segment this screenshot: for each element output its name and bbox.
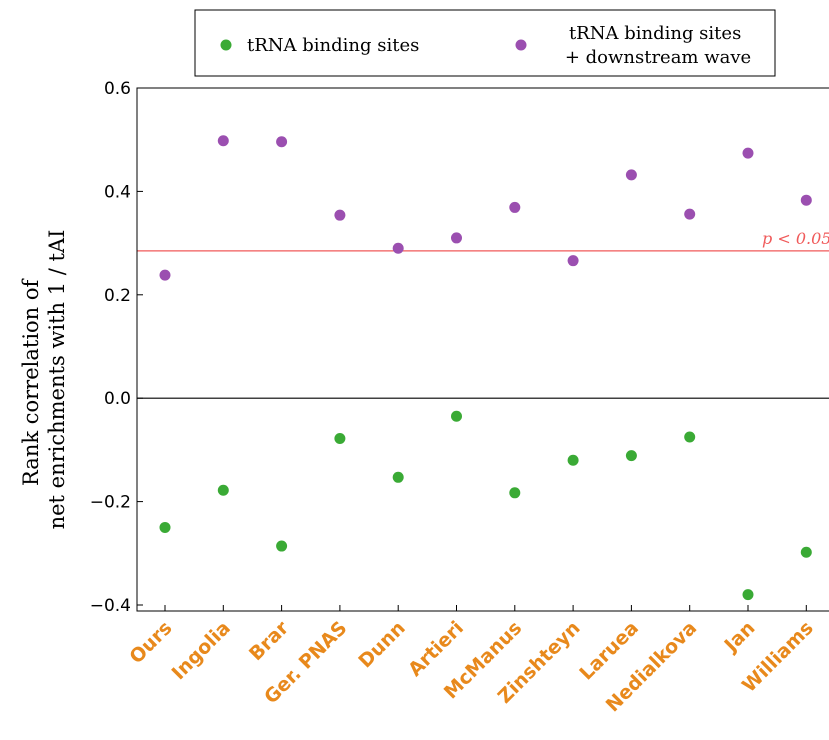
point-trna-binding bbox=[217, 484, 229, 496]
y-tick-label: 0.2 bbox=[104, 286, 131, 306]
significance-annotation: p < 0.05 bbox=[762, 229, 829, 248]
y-tick-label: −0.4 bbox=[90, 596, 131, 616]
x-tick-label: Ingolia bbox=[168, 617, 235, 684]
x-tick-label: Jan bbox=[719, 617, 760, 658]
point-trna-binding bbox=[567, 454, 579, 466]
point-trna-wave bbox=[684, 208, 696, 220]
x-tick-label: Ours bbox=[125, 617, 176, 668]
point-trna-binding bbox=[334, 433, 346, 445]
point-trna-binding bbox=[392, 471, 404, 483]
x-tick-label: Brar bbox=[245, 617, 294, 666]
point-trna-wave bbox=[742, 147, 754, 159]
legend-marker-green bbox=[220, 39, 232, 51]
y-tick-label: −0.2 bbox=[90, 493, 131, 513]
legend-label-tRNA-wave: tRNA binding sites + downstream wave bbox=[565, 23, 751, 68]
point-trna-wave bbox=[392, 242, 404, 254]
y-axis-label-line-1: Rank correlation of bbox=[19, 277, 43, 486]
plot-frame bbox=[136, 87, 829, 612]
y-axis-label-line-2: net enrichments with 1 / tAI bbox=[45, 230, 69, 530]
point-trna-binding bbox=[742, 589, 754, 601]
point-trna-wave bbox=[509, 201, 521, 213]
x-tick-label: Dunn bbox=[354, 617, 409, 672]
point-trna-binding bbox=[451, 410, 462, 422]
y-axis-ticks: −0.4 −0.2 0.0 0.2 0.4 0.6 bbox=[90, 79, 143, 616]
point-trna-wave bbox=[159, 269, 171, 281]
point-trna-binding bbox=[684, 431, 696, 443]
point-trna-wave bbox=[334, 209, 346, 221]
legend-label-tRNA-wave-line-2: + downstream wave bbox=[565, 47, 751, 68]
point-trna-binding bbox=[800, 546, 812, 558]
legend-label-tRNA: tRNA binding sites bbox=[247, 35, 419, 56]
y-tick-label: 0.6 bbox=[104, 79, 131, 99]
y-tick-label: 0.4 bbox=[104, 182, 131, 202]
data-points bbox=[159, 135, 812, 601]
y-tick-label: 0.0 bbox=[104, 389, 131, 409]
point-trna-wave bbox=[625, 169, 637, 181]
reference-lines bbox=[137, 250, 829, 399]
point-trna-binding bbox=[276, 540, 288, 552]
y-axis-label: Rank correlation of net enrichments with… bbox=[19, 230, 69, 530]
legend-box bbox=[194, 9, 776, 77]
point-trna-wave bbox=[276, 136, 288, 148]
point-trna-wave bbox=[217, 135, 229, 147]
legend-label-tRNA-wave-line-1: tRNA binding sites bbox=[569, 23, 741, 44]
point-trna-binding bbox=[159, 521, 171, 533]
point-trna-binding bbox=[509, 487, 521, 499]
legend: tRNA binding sites tRNA binding sites + … bbox=[194, 9, 776, 77]
point-trna-wave bbox=[567, 255, 579, 267]
point-trna-wave bbox=[800, 194, 812, 206]
point-trna-wave bbox=[451, 232, 462, 244]
legend-marker-purple bbox=[515, 39, 527, 51]
point-trna-binding bbox=[625, 450, 637, 462]
